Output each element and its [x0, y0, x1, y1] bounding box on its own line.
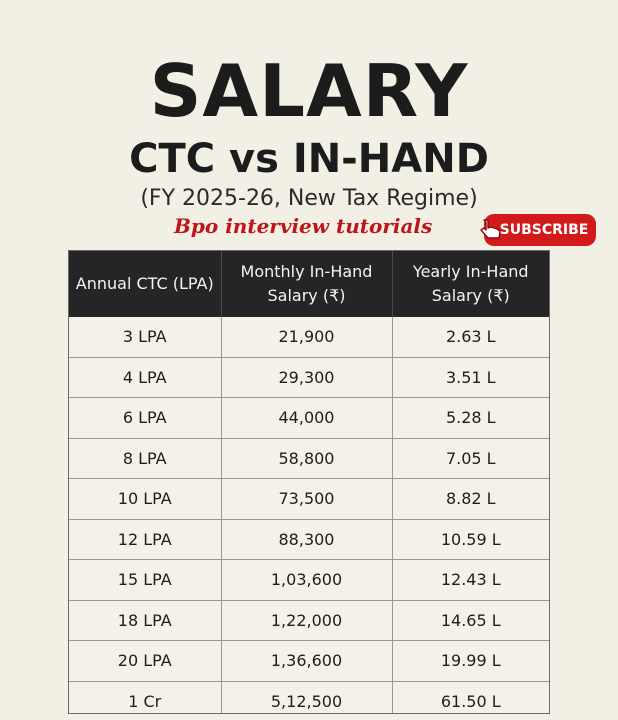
table-row: 10 LPA 73,500 8.82 L	[69, 478, 549, 520]
table-row: 12 LPA 88,300 10.59 L	[69, 519, 549, 560]
monthly-inhand-cell: 44,000	[221, 397, 393, 439]
yearly-inhand-cell: 3.51 L	[392, 357, 549, 398]
yearly-inhand-cell: 19.99 L	[392, 640, 549, 682]
table-row: 8 LPA 58,800 7.05 L	[69, 438, 549, 479]
subscribe-button[interactable]: SUBSCRIBE	[484, 214, 596, 246]
fiscal-year-note: (FY 2025-26, New Tax Regime)	[140, 186, 478, 211]
ctc-cell: 15 LPA	[69, 559, 222, 601]
table-row: 15 LPA 1,03,600 12.43 L	[69, 559, 549, 601]
page-subtitle: CTC vs IN-HAND	[129, 136, 489, 182]
ctc-cell: 3 LPA	[69, 317, 222, 358]
yearly-inhand-cell: 7.05 L	[392, 438, 549, 479]
monthly-inhand-cell: 5,12,500	[221, 681, 393, 713]
column-header: Yearly In-Hand Salary (₹)	[392, 251, 549, 317]
monthly-inhand-cell: 58,800	[221, 438, 393, 479]
ctc-cell: 4 LPA	[69, 357, 222, 398]
table-row: 20 LPA 1,36,600 19.99 L	[69, 640, 549, 682]
table-row: 18 LPA 1,22,000 14.65 L	[69, 600, 549, 641]
yearly-inhand-cell: 5.28 L	[392, 397, 549, 439]
ctc-cell: 8 LPA	[69, 438, 222, 479]
monthly-inhand-cell: 88,300	[221, 519, 393, 560]
table-header-row: Annual CTC (LPA) Monthly In-Hand Salary (…	[69, 251, 549, 317]
ctc-cell: 1 Cr	[69, 681, 222, 713]
column-header: Annual CTC (LPA)	[69, 251, 222, 317]
channel-watermark: Bpo interview tutorials	[174, 214, 433, 238]
ctc-cell: 18 LPA	[69, 600, 222, 641]
table-row: 1 Cr 5,12,500 61.50 L	[69, 681, 549, 713]
monthly-inhand-cell: 1,03,600	[221, 559, 393, 601]
yearly-inhand-cell: 2.63 L	[392, 317, 549, 358]
column-header: Monthly In-Hand Salary (₹)	[221, 251, 393, 317]
monthly-inhand-cell: 29,300	[221, 357, 393, 398]
ctc-cell: 6 LPA	[69, 397, 222, 439]
ctc-cell: 12 LPA	[69, 519, 222, 560]
table-row: 4 LPA 29,300 3.51 L	[69, 357, 549, 398]
ctc-cell: 10 LPA	[69, 478, 222, 520]
monthly-inhand-cell: 1,36,600	[221, 640, 393, 682]
ctc-cell: 20 LPA	[69, 640, 222, 682]
hand-pointer-icon	[480, 219, 501, 239]
salary-table: Annual CTC (LPA) Monthly In-Hand Salary (…	[68, 250, 550, 714]
page-title: SALARY	[149, 49, 469, 133]
table-row: 6 LPA 44,000 5.28 L	[69, 397, 549, 439]
yearly-inhand-cell: 12.43 L	[392, 559, 549, 601]
table-row: 3 LPA 21,900 2.63 L	[69, 317, 549, 358]
yearly-inhand-cell: 61.50 L	[440, 691, 501, 711]
monthly-inhand-cell: 1,22,000	[221, 600, 393, 641]
yearly-inhand-cell: 8.82 L	[392, 478, 549, 520]
monthly-inhand-cell: 73,500	[221, 478, 393, 520]
yearly-inhand-cell: 10.59 L	[392, 519, 549, 560]
yearly-inhand-cell: 14.65 L	[392, 600, 549, 641]
monthly-inhand-cell: 21,900	[221, 317, 393, 358]
